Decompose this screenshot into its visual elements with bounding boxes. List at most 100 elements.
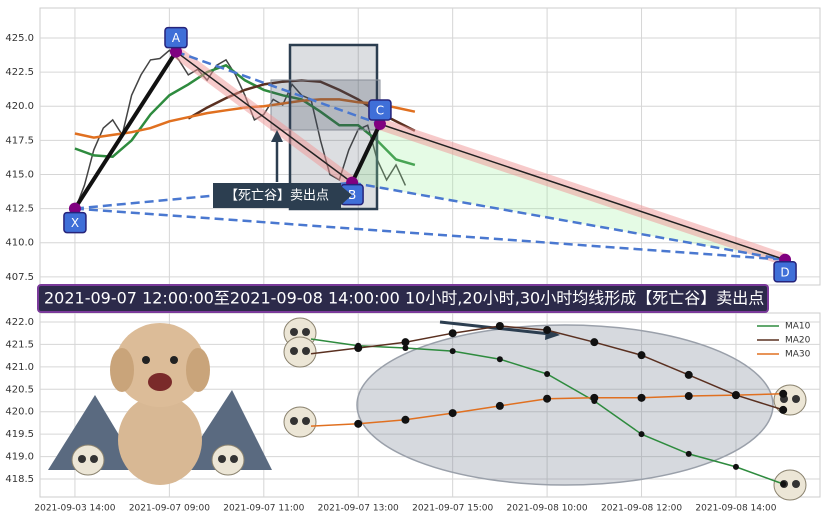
pattern-label: D: [780, 265, 789, 279]
ma-point: [543, 326, 552, 335]
annotation-arrowhead: [271, 130, 283, 142]
skull: [773, 384, 807, 416]
ma-point: [590, 393, 599, 402]
ma-point: [495, 322, 504, 331]
mountain: [180, 390, 272, 470]
pattern-label-box: [368, 99, 392, 121]
pattern-leg: [73, 50, 178, 210]
skull: [283, 406, 317, 438]
pattern-label: X: [71, 216, 79, 230]
y-tick-label: 418.5: [5, 474, 34, 485]
y-tick-label: 419.0: [5, 452, 34, 463]
skull-eye: [792, 480, 800, 488]
ma-point: [637, 351, 646, 360]
legend-label: MA30: [785, 350, 811, 360]
pattern-label-box: [164, 26, 188, 49]
x-tick-label: 2021-09-08 10:00: [507, 504, 588, 514]
ma-point: [401, 415, 410, 424]
ma-point: [732, 463, 739, 470]
annotation-pointer: [341, 186, 352, 205]
annotation: 【死亡谷】卖出点: [225, 189, 329, 204]
y-tick-label: 420.0: [5, 407, 34, 418]
ma-point: [496, 356, 503, 363]
ma-point: [590, 338, 599, 347]
banner-box: [37, 284, 769, 313]
y-tick-label: 420.5: [5, 384, 34, 395]
pattern-leg: [379, 123, 786, 261]
ma-point: [401, 338, 410, 347]
x-tick-label: 2021-09-07 09:00: [129, 504, 210, 514]
dog-mouth: [148, 373, 172, 391]
ma-point: [637, 393, 646, 402]
skull-eye: [290, 417, 298, 425]
pattern-dash: [351, 181, 786, 261]
pattern-dash: [74, 207, 786, 262]
trend-arrow: [439, 320, 551, 336]
skull-eye: [302, 347, 310, 355]
ma-point: [543, 394, 552, 403]
dog-ear: [186, 348, 210, 392]
dog-eye: [170, 356, 178, 364]
zone-box: [288, 43, 379, 211]
pattern-point: [373, 117, 386, 130]
skull-eye: [792, 395, 800, 403]
ma-point: [780, 480, 787, 487]
skull-eye: [218, 455, 226, 463]
y-tick-label: 417.5: [5, 135, 34, 146]
ma-point: [448, 409, 457, 418]
skull-eye: [90, 455, 98, 463]
pattern-leg: [350, 123, 382, 184]
dog-head: [115, 323, 205, 407]
ma-point: [544, 371, 551, 378]
ma-point: [354, 419, 363, 428]
y-tick-label: 425.0: [5, 33, 34, 44]
y-tick-label: 407.5: [5, 272, 34, 283]
skull: [211, 444, 245, 476]
ma-point: [685, 450, 692, 457]
x-tick-label: 2021-09-08 14:00: [695, 504, 776, 514]
ma-point: [731, 391, 740, 400]
ma-point: [638, 431, 645, 438]
pattern-label-box: [63, 211, 87, 234]
y-tick-label: 421.5: [5, 339, 34, 350]
x-tick-label: 2021-09-07 15:00: [412, 504, 493, 514]
ma-point: [684, 370, 693, 379]
y-tick-label: 415.0: [5, 169, 34, 180]
skull-eye: [290, 328, 298, 336]
skull: [71, 444, 105, 476]
y-tick-label: 412.5: [5, 204, 34, 215]
skull-eye: [78, 455, 86, 463]
mountain: [48, 395, 140, 470]
y-tick-label: 419.5: [5, 429, 34, 440]
y-tick-label: 421.0: [5, 362, 34, 373]
pattern-point: [68, 202, 81, 215]
y-tick-label: 410.0: [5, 238, 34, 249]
pattern-label: B: [348, 188, 356, 202]
banner: 2021-09-07 12:00:00至2021-09-08 14:00:00 …: [44, 289, 764, 308]
legend-label: MA10: [785, 322, 811, 332]
y-tick-label: 420.0: [5, 101, 34, 112]
skull-eye: [230, 455, 238, 463]
pattern-leg: [175, 51, 353, 184]
ma-point: [779, 389, 788, 398]
ma-point: [448, 329, 457, 338]
pattern-label-box: [773, 261, 797, 283]
skull-eye: [302, 417, 310, 425]
dog-body: [118, 395, 202, 485]
price-line: [74, 49, 407, 211]
dog-ear: [110, 348, 134, 392]
x-tick-label: 2021-09-07 11:00: [223, 504, 304, 514]
y-tick-label: 422.5: [5, 67, 34, 78]
annotation-box: [213, 183, 341, 208]
ma-line: [74, 63, 416, 167]
pattern-point: [169, 45, 182, 58]
ma-point: [495, 401, 504, 410]
skull-eye: [290, 347, 298, 355]
pattern-dash: [175, 50, 381, 126]
ma-point: [779, 405, 788, 414]
pattern-label: C: [376, 103, 384, 117]
ma-point: [402, 345, 409, 352]
ma-point: [354, 344, 363, 353]
skull: [283, 336, 317, 368]
